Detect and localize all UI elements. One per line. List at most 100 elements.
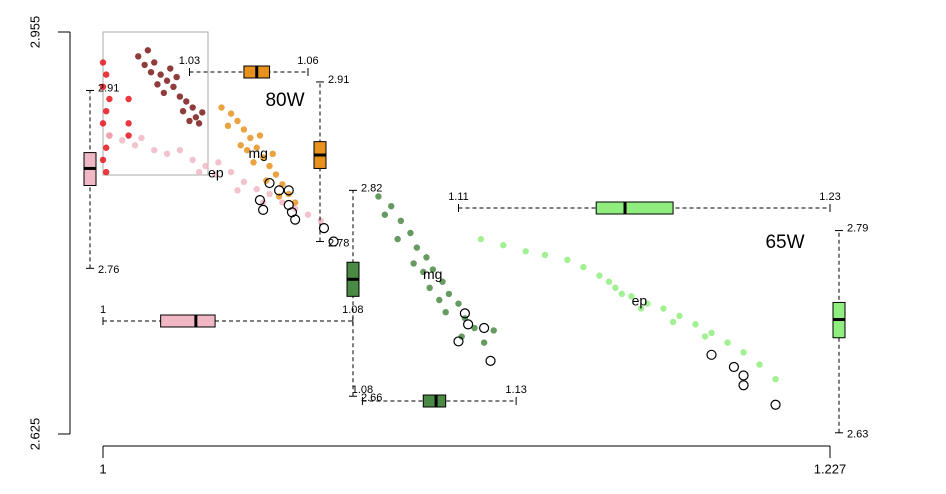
- point: [173, 73, 180, 81]
- point: [455, 300, 462, 307]
- point: [580, 263, 587, 271]
- point: [218, 104, 225, 111]
- point: [439, 278, 446, 285]
- outlier: [318, 223, 330, 234]
- point: [477, 235, 485, 243]
- point: [410, 260, 417, 267]
- point: [250, 159, 257, 166]
- point: [756, 361, 763, 368]
- whisker-label: 1: [100, 304, 106, 316]
- point: [160, 89, 168, 97]
- x-tick-label: 1: [99, 461, 106, 476]
- point: [179, 107, 187, 115]
- point: [234, 117, 241, 125]
- point: [144, 47, 152, 54]
- point: [138, 134, 145, 142]
- point: [202, 162, 209, 170]
- outlier: [706, 349, 717, 360]
- point: [157, 71, 164, 78]
- point: [269, 150, 276, 158]
- point: [141, 61, 148, 69]
- point: [541, 251, 549, 259]
- point: [772, 375, 779, 383]
- whisker-label: 1.11: [448, 191, 469, 203]
- point: [234, 187, 241, 194]
- point: [99, 83, 107, 91]
- point: [99, 156, 107, 164]
- point: [317, 217, 324, 225]
- point: [564, 256, 571, 263]
- point: [304, 211, 312, 218]
- point: [413, 244, 421, 251]
- point: [211, 171, 219, 178]
- point: [199, 109, 206, 116]
- outlier: [254, 195, 266, 206]
- point: [442, 308, 449, 316]
- point: [375, 193, 382, 200]
- outlier: [770, 399, 781, 410]
- point: [708, 329, 715, 337]
- point: [596, 272, 603, 279]
- whisker-label: 2.78: [328, 237, 349, 249]
- point: [195, 120, 203, 127]
- point: [186, 117, 193, 125]
- point: [135, 53, 142, 60]
- point: [151, 146, 158, 154]
- point: [224, 122, 232, 129]
- whisker-label: 2.79: [847, 222, 868, 234]
- zoom-box: [102, 31, 209, 176]
- point: [522, 248, 529, 255]
- point: [106, 132, 113, 139]
- whisker-label: 2.76: [98, 264, 119, 276]
- outlier: [728, 361, 740, 373]
- outlier: [459, 308, 470, 319]
- box: [595, 201, 674, 215]
- outlier: [453, 336, 464, 347]
- outlier: [328, 236, 339, 247]
- point: [490, 327, 497, 334]
- point: [458, 333, 465, 340]
- point: [618, 290, 626, 298]
- point: [189, 156, 196, 164]
- point: [420, 268, 427, 276]
- point: [189, 104, 196, 111]
- whisker-label: 1.08: [352, 384, 373, 396]
- point: [163, 77, 171, 84]
- point: [669, 318, 677, 326]
- point: [240, 126, 248, 133]
- point: [119, 137, 126, 144]
- point: [240, 178, 248, 186]
- whisker-label: 2.63: [847, 429, 868, 441]
- whisker-label: 2.91: [328, 74, 349, 86]
- point: [272, 171, 280, 178]
- point: [628, 293, 635, 300]
- whisker-label: 2.66: [361, 392, 382, 404]
- point: [266, 190, 273, 198]
- point: [724, 339, 731, 346]
- group-label: 65W: [765, 232, 804, 253]
- point: [125, 132, 132, 139]
- whisker-label: 1.03: [179, 55, 200, 67]
- point: [471, 324, 478, 332]
- point: [701, 333, 709, 340]
- outlier: [290, 214, 301, 225]
- x-tick-label: 1.227: [814, 461, 847, 476]
- point: [195, 168, 203, 176]
- point: [480, 339, 488, 346]
- outlier: [479, 322, 490, 334]
- point: [237, 142, 244, 149]
- point: [176, 93, 184, 100]
- point: [388, 203, 395, 210]
- point: [436, 296, 443, 304]
- point: [394, 235, 401, 243]
- cluster-label: mg: [248, 145, 267, 161]
- point: [247, 134, 254, 142]
- point: [163, 150, 171, 158]
- whisker-label: 2.82: [361, 182, 382, 194]
- outlier: [463, 319, 474, 330]
- point: [103, 71, 110, 78]
- outlier: [738, 380, 749, 391]
- whisker-label: 1.06: [297, 55, 318, 67]
- outlier: [485, 355, 496, 367]
